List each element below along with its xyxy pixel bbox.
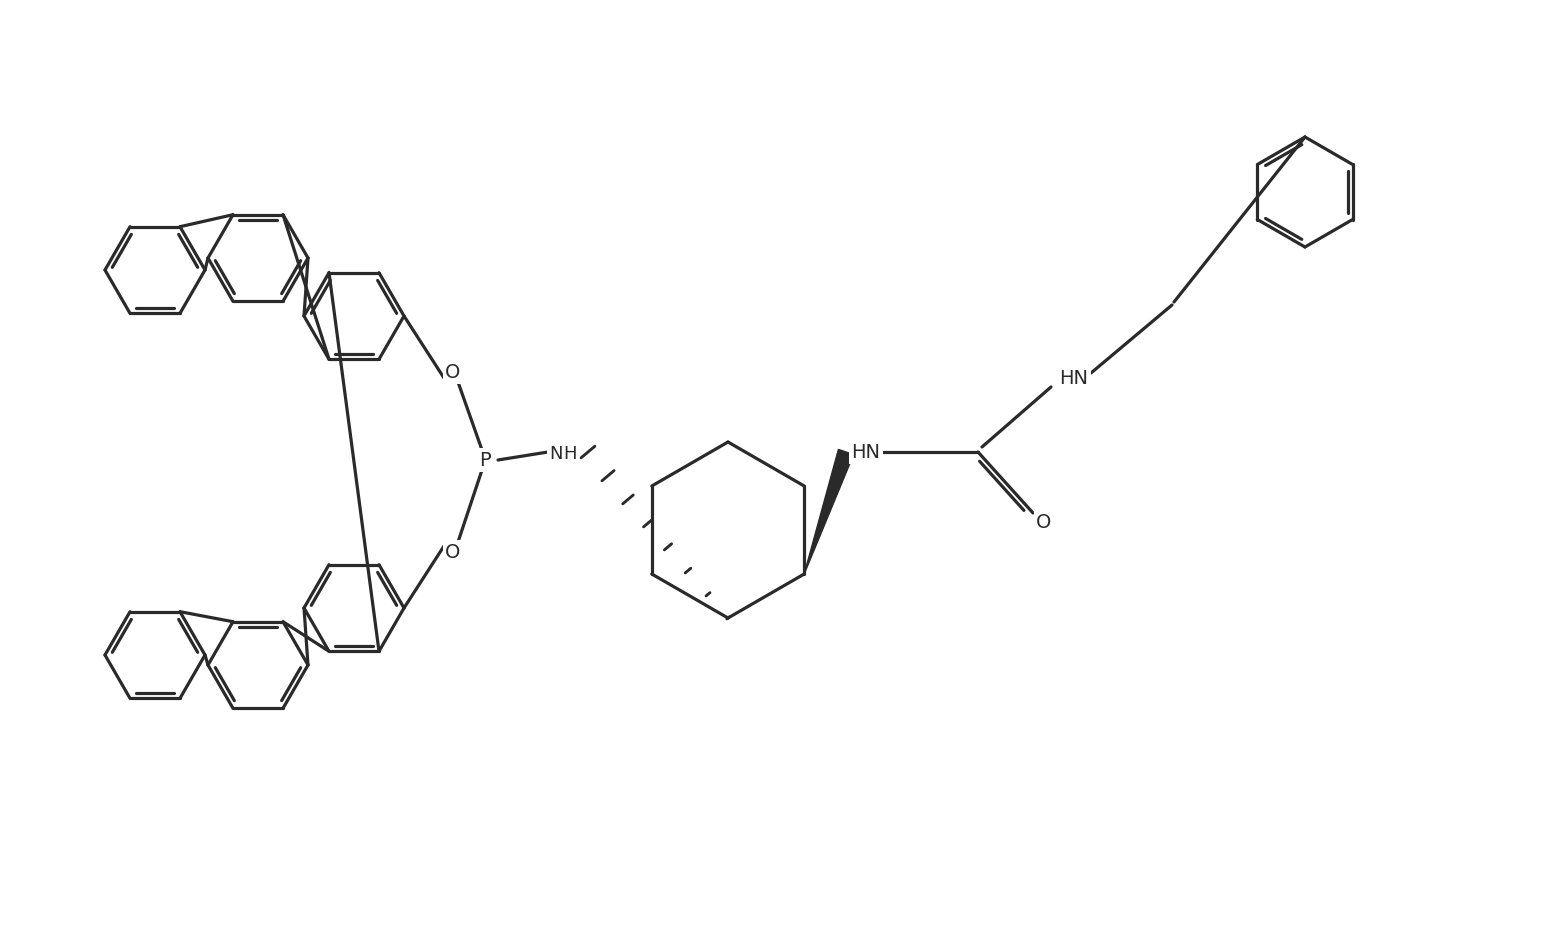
Text: O: O [1036, 513, 1051, 531]
Text: HN: HN [852, 443, 881, 461]
Text: H: H [563, 445, 577, 463]
Text: N: N [549, 445, 563, 463]
Text: HN: HN [1059, 368, 1088, 388]
Text: O: O [445, 542, 461, 561]
Text: O: O [445, 363, 461, 381]
Polygon shape [804, 449, 853, 574]
Text: P: P [479, 450, 490, 470]
